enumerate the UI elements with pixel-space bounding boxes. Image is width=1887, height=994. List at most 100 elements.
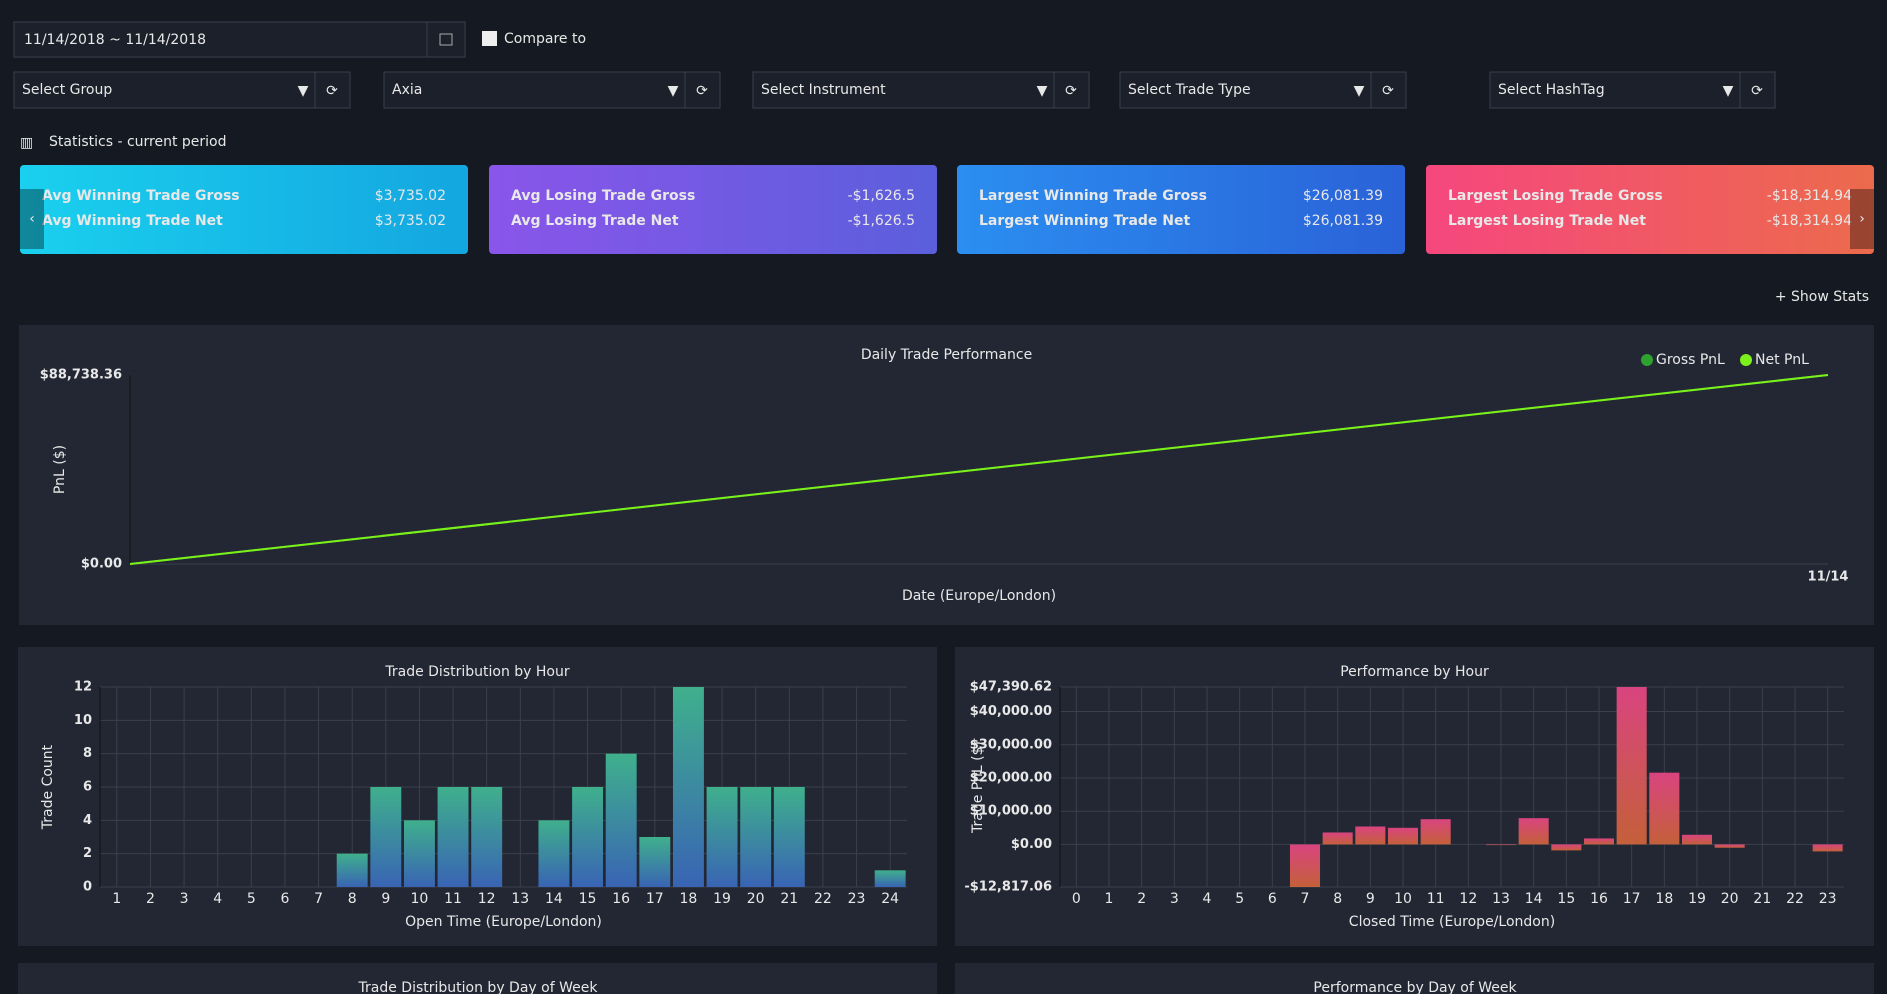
- refresh-icon: ⟳: [1751, 83, 1763, 99]
- x-tick-label: 9: [381, 891, 390, 907]
- x-tick-label: 6: [280, 891, 289, 907]
- x-tick-label: 21: [780, 891, 798, 907]
- stat-card: [20, 165, 468, 254]
- x-tick-label: 3: [180, 891, 189, 907]
- arrow-icon: ‹: [29, 211, 35, 227]
- x-tick-label: 23: [1819, 891, 1837, 907]
- refresh-button[interactable]: [684, 71, 721, 109]
- refresh-button[interactable]: [314, 71, 351, 109]
- bar[interactable]: [1420, 819, 1451, 845]
- select[interactable]: [1489, 71, 1741, 109]
- select[interactable]: [383, 71, 686, 109]
- bar[interactable]: [773, 787, 805, 887]
- bar[interactable]: [1616, 687, 1647, 845]
- bar[interactable]: [1289, 844, 1321, 887]
- refresh-icon: ⟳: [696, 83, 708, 99]
- y-tick-label: $20,000.00: [970, 770, 1052, 785]
- y-tick-label: 12: [74, 680, 92, 695]
- y-tick-label: 4: [83, 813, 92, 828]
- y-tick-label: $0.00: [1011, 837, 1052, 852]
- x-tick-label: 12: [1459, 891, 1477, 907]
- bar[interactable]: [1551, 844, 1582, 851]
- bar[interactable]: [740, 787, 772, 887]
- bar[interactable]: [1355, 826, 1386, 845]
- calendar-icon: [439, 33, 453, 46]
- date-input[interactable]: [13, 21, 428, 58]
- bar[interactable]: [336, 853, 368, 887]
- x-tick-label: 2: [146, 891, 155, 907]
- x-tick-label: 14: [545, 891, 563, 907]
- bar[interactable]: [672, 687, 704, 887]
- bar[interactable]: [1812, 844, 1843, 852]
- select-caret: ▼: [1723, 83, 1734, 99]
- legend-dot[interactable]: [1740, 354, 1752, 366]
- carousel-arrow[interactable]: [1850, 189, 1874, 249]
- refresh-button[interactable]: [1739, 71, 1776, 109]
- bar[interactable]: [639, 837, 671, 887]
- bar[interactable]: [538, 820, 570, 887]
- legend-dot[interactable]: [1641, 354, 1653, 366]
- y-tick-label: 2: [83, 846, 92, 861]
- bar[interactable]: [605, 753, 637, 887]
- x-tick-label: 19: [1688, 891, 1706, 907]
- stat-label: Avg Winning Trade Net: [42, 213, 223, 229]
- date-text: 11/14/2018 ~ 11/14/2018: [24, 32, 206, 48]
- bar[interactable]: [1387, 827, 1419, 845]
- x-tick-label: 10: [1394, 891, 1412, 907]
- compare-checkbox[interactable]: [482, 31, 497, 46]
- y-axis-label: Trade Count: [40, 744, 56, 830]
- x-tick-label: 18: [1655, 891, 1673, 907]
- bar[interactable]: [1518, 818, 1549, 845]
- select[interactable]: [13, 71, 316, 109]
- select[interactable]: [752, 71, 1055, 109]
- y-tick-label: 10: [74, 713, 92, 728]
- bar[interactable]: [370, 787, 402, 887]
- bar[interactable]: [437, 787, 469, 887]
- x-tick-label: 16: [1590, 891, 1608, 907]
- stat-label: Largest Winning Trade Gross: [979, 188, 1207, 204]
- bar[interactable]: [403, 820, 435, 887]
- x-tick-label: 4: [213, 891, 222, 907]
- x-tick-label: 21: [1753, 891, 1771, 907]
- compare-label: Compare to: [504, 31, 586, 47]
- y-tick-label: 0: [83, 880, 92, 895]
- bar[interactable]: [1714, 844, 1745, 848]
- x-tick-label: 6: [1268, 891, 1277, 907]
- refresh-icon: ⟳: [326, 83, 338, 99]
- chart-title: Daily Trade Performance: [861, 347, 1032, 363]
- bar[interactable]: [1485, 844, 1517, 846]
- stat-label: Largest Losing Trade Gross: [1448, 188, 1663, 204]
- x-tick-label: 19: [713, 891, 731, 907]
- bar[interactable]: [1681, 834, 1713, 845]
- bar[interactable]: [471, 787, 503, 887]
- legend-label[interactable]: Gross PnL: [1656, 352, 1725, 368]
- bar[interactable]: [706, 787, 738, 887]
- refresh-button[interactable]: [1370, 71, 1407, 109]
- x-tick-label: 1: [1105, 891, 1114, 907]
- x-tick-label: 5: [1235, 891, 1244, 907]
- bar[interactable]: [874, 870, 906, 887]
- stat-value: $26,081.39: [1303, 188, 1383, 204]
- carousel-arrow[interactable]: [20, 189, 44, 249]
- x-tick-label: 7: [1301, 891, 1310, 907]
- calendar-button[interactable]: [426, 21, 466, 58]
- x-tick-label: 17: [1623, 891, 1641, 907]
- x-axis-label: Open Time (Europe/London): [405, 914, 602, 930]
- stat-value: -$18,314.94: [1767, 213, 1852, 229]
- select[interactable]: [1119, 71, 1372, 109]
- bar[interactable]: [1322, 832, 1353, 845]
- select-caret: ▼: [298, 83, 309, 99]
- refresh-icon: ⟳: [1382, 83, 1394, 99]
- bar[interactable]: [572, 787, 604, 887]
- show-stats[interactable]: + Show Stats: [1775, 289, 1869, 305]
- bar[interactable]: [1583, 838, 1615, 845]
- select-text: Axia: [392, 82, 422, 98]
- x-tick-label: 23: [848, 891, 866, 907]
- legend-label[interactable]: Net PnL: [1755, 352, 1809, 368]
- stat-label: Largest Winning Trade Net: [979, 213, 1190, 229]
- x-tick-label: 22: [814, 891, 832, 907]
- refresh-button[interactable]: [1053, 71, 1090, 109]
- bar[interactable]: [1649, 772, 1680, 845]
- y-tick-label: 6: [83, 780, 92, 795]
